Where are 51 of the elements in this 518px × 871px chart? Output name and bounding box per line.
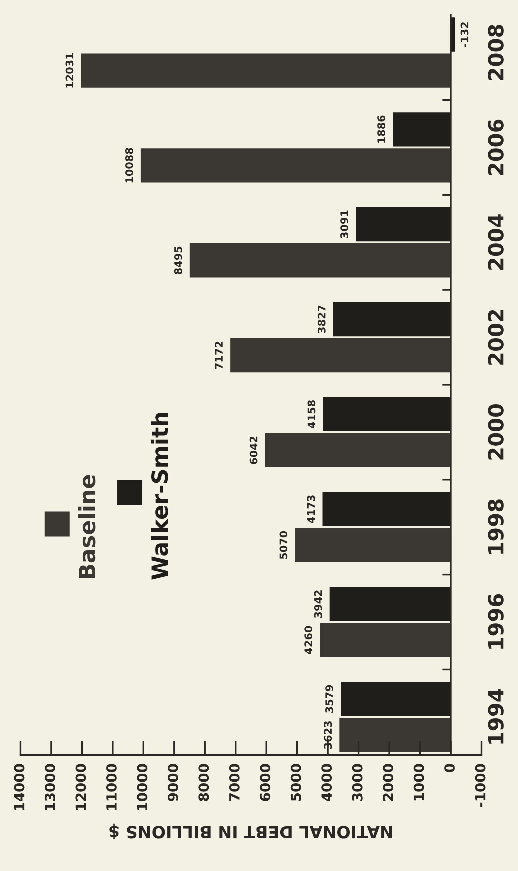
x-tick-label: 11000 <box>106 764 117 810</box>
bar <box>265 433 452 468</box>
data-label: 4173 <box>307 496 316 524</box>
data-label: -132 <box>460 22 469 48</box>
y-tick-label: 2004 <box>488 214 504 270</box>
data-label: 12031 <box>66 53 74 88</box>
x-axis-title: NATIONAL DEBT IN BILLIONS $ <box>110 824 392 840</box>
x-tick-label: 3000 <box>352 764 363 802</box>
x-tick-label: 12000 <box>76 764 86 810</box>
x-tick-label: 6000 <box>260 764 271 802</box>
x-tick-label: 10000 <box>137 764 148 810</box>
y-tick-label: 1994 <box>488 689 504 744</box>
bar <box>81 54 452 88</box>
x-tick-label: 4000 <box>322 764 332 802</box>
x-tick-label: 1000 <box>414 764 424 801</box>
x-tick-label: 0 <box>444 764 456 772</box>
bar <box>340 718 452 752</box>
data-label: 10088 <box>126 148 134 183</box>
y-tick-label: 1998 <box>488 500 504 554</box>
data-label: 3091 <box>340 210 348 238</box>
data-label: 1886 <box>378 116 386 143</box>
data-label: 3623 <box>324 722 332 750</box>
data-label: 3942 <box>314 590 322 618</box>
data-label: 8495 <box>174 246 182 274</box>
bar <box>295 528 452 562</box>
x-tick-label: 14000 <box>14 764 25 810</box>
y-tick-label: 2000 <box>488 404 504 460</box>
legend-label: Baseline <box>78 475 96 578</box>
bar <box>230 338 452 373</box>
bar <box>190 244 452 278</box>
y-tick-label: 2002 <box>488 310 504 365</box>
x-tick-label: 13000 <box>44 764 56 810</box>
data-label: 6042 <box>250 436 258 464</box>
legend-label: Walker-Smith <box>151 413 168 580</box>
y-tick-label: 2008 <box>488 25 504 80</box>
x-tick-label: 7000 <box>229 764 240 802</box>
data-label: 3827 <box>318 306 326 334</box>
x-tick-label: 9000 <box>168 764 178 802</box>
x-tick-label: -1000 <box>475 764 486 808</box>
data-label: 7172 <box>215 342 223 370</box>
x-tick-label: 5000 <box>290 764 302 802</box>
data-label: 4158 <box>308 400 316 428</box>
bar <box>320 623 452 658</box>
y-tick-label: 2006 <box>488 120 504 176</box>
x-tick-label: 8000 <box>198 764 210 802</box>
data-label: 4260 <box>304 626 312 654</box>
bar <box>140 148 452 183</box>
x-tick-label: 2000 <box>383 764 394 802</box>
y-tick-label: 1996 <box>488 594 504 649</box>
data-label: 5070 <box>280 531 288 560</box>
data-label: 3579 <box>326 685 334 713</box>
